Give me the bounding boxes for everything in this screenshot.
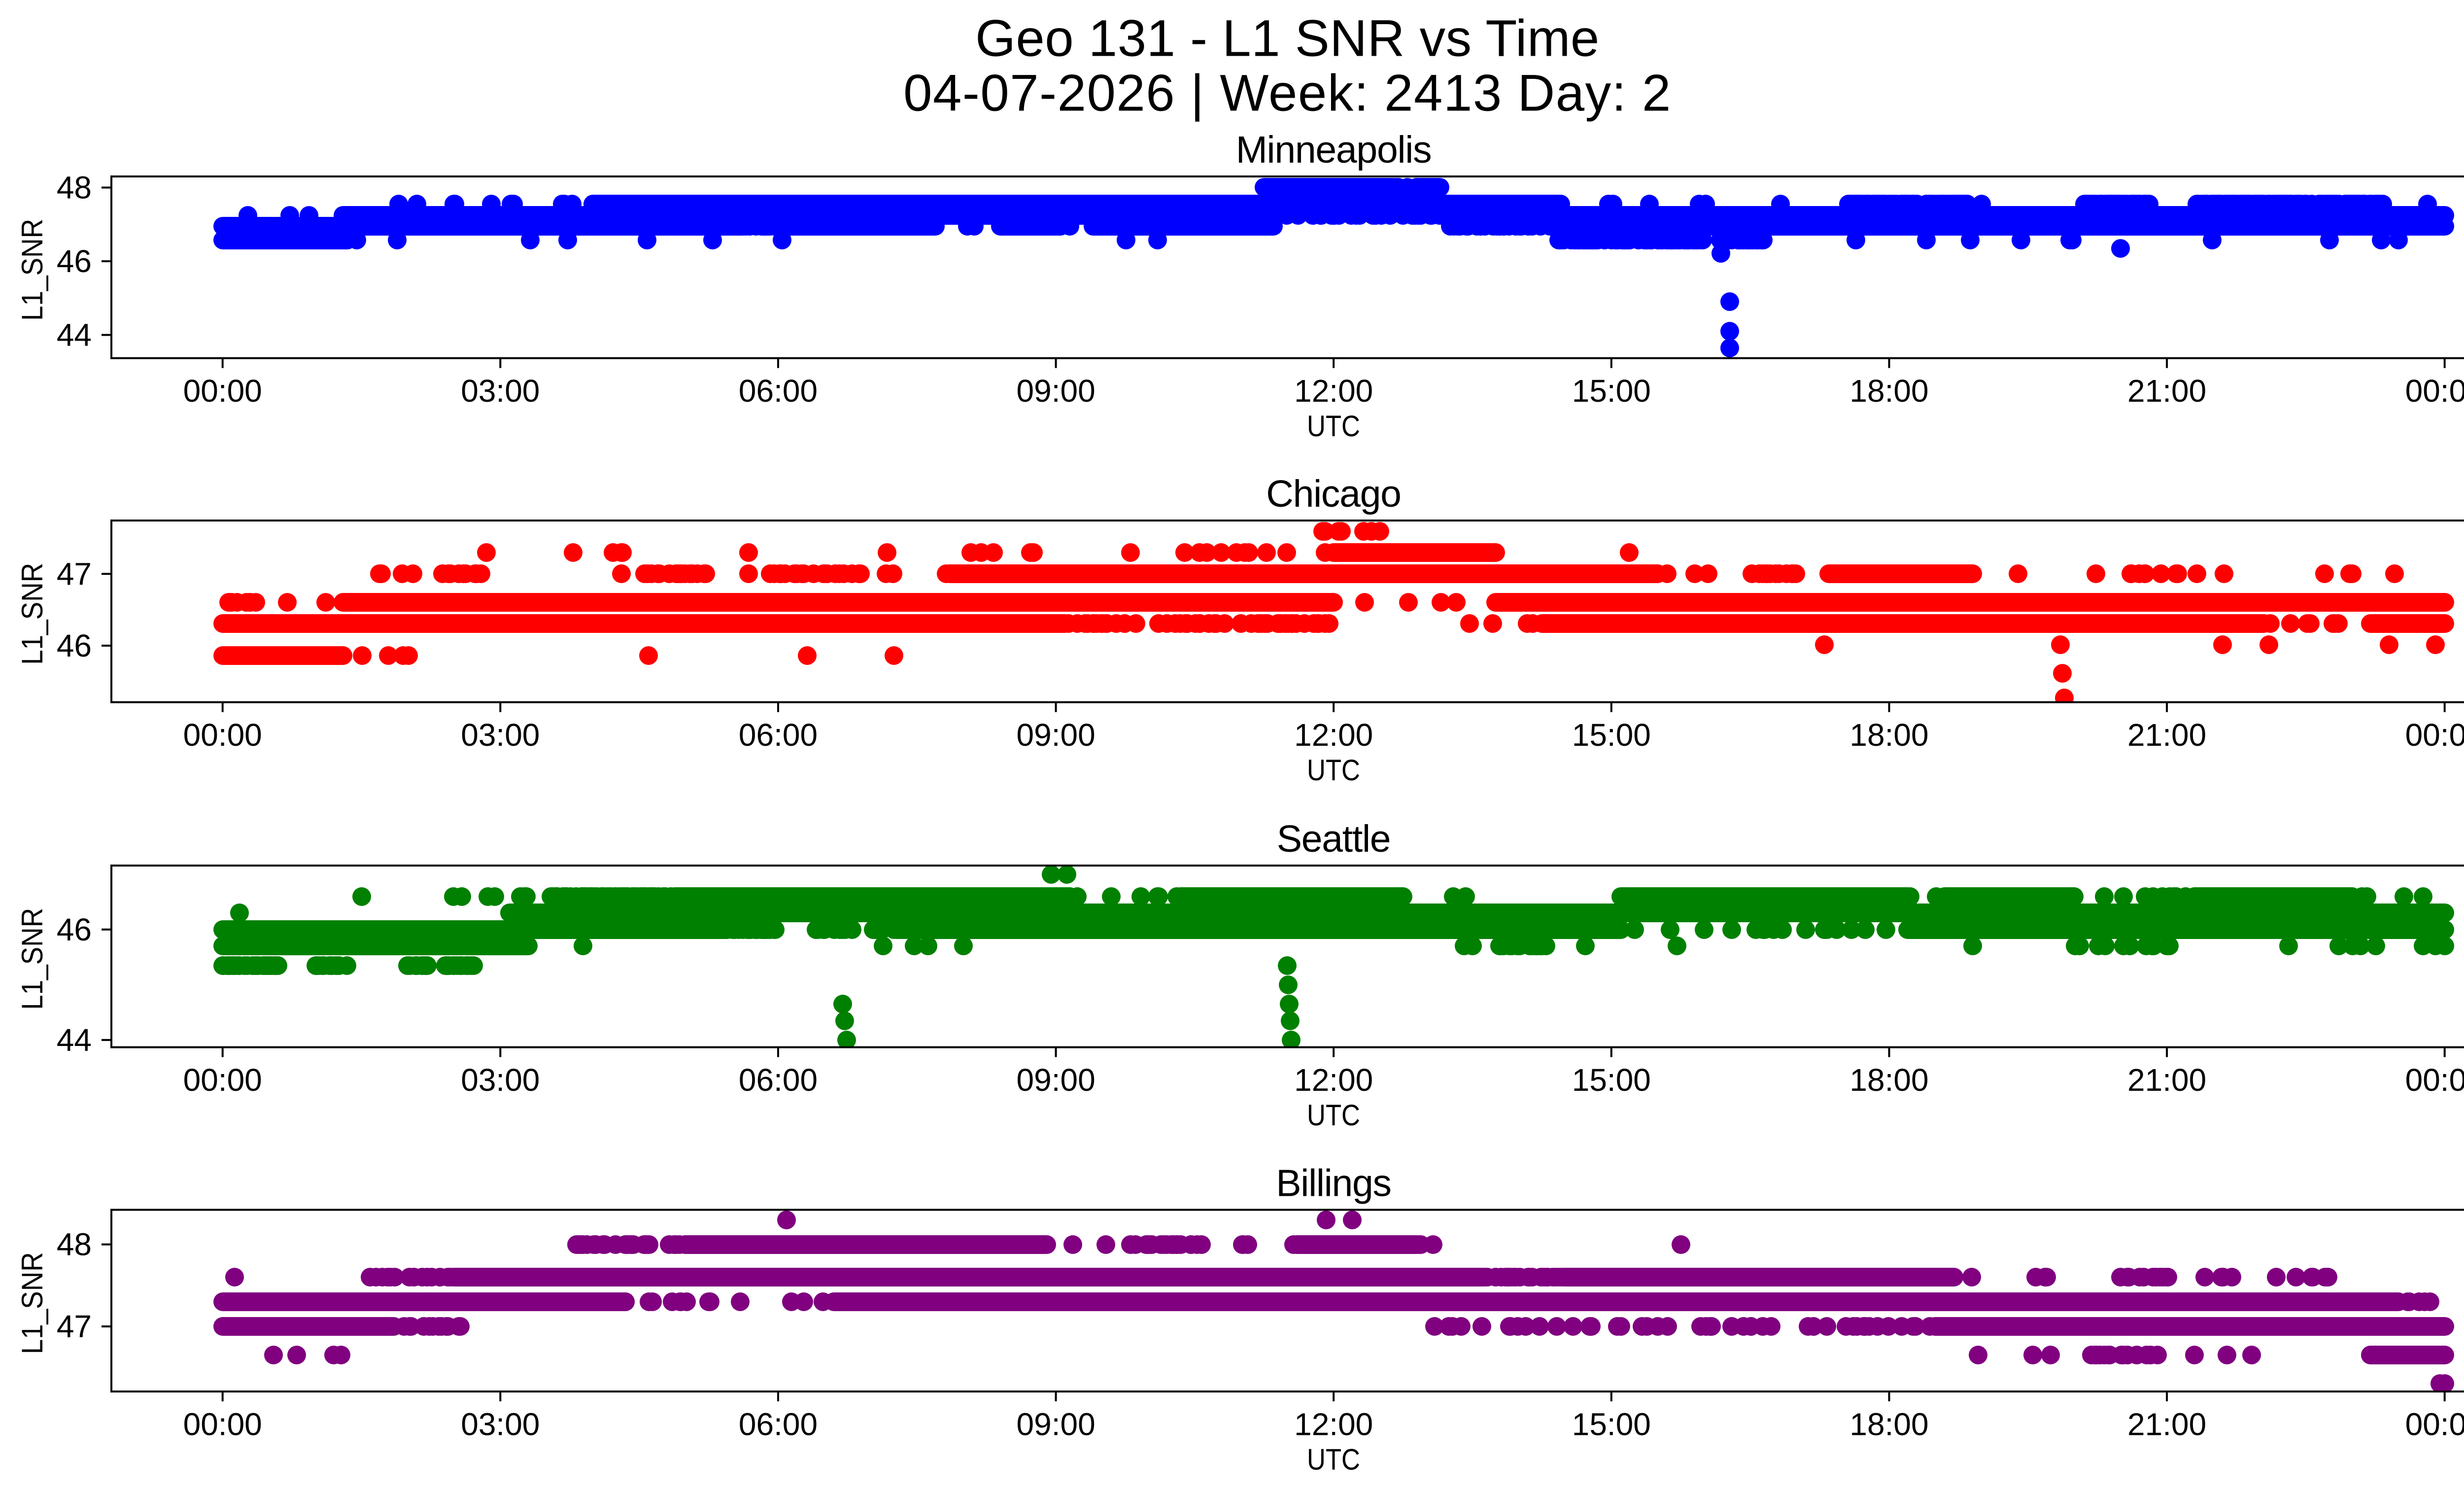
svg-text:46: 46 <box>57 912 92 947</box>
svg-text:12:00: 12:00 <box>1294 717 1373 753</box>
svg-text:00:00: 00:00 <box>2405 1406 2464 1442</box>
svg-text:12:00: 12:00 <box>1294 1062 1373 1098</box>
svg-text:00:00: 00:00 <box>2405 717 2464 753</box>
svg-text:21:00: 21:00 <box>2127 1406 2206 1442</box>
svg-text:00:00: 00:00 <box>2405 373 2464 409</box>
svg-text:12:00: 12:00 <box>1294 373 1373 409</box>
svg-text:47: 47 <box>57 556 92 591</box>
svg-text:15:00: 15:00 <box>1572 373 1651 409</box>
svg-text:09:00: 09:00 <box>1017 1406 1095 1442</box>
svg-text:15:00: 15:00 <box>1572 1406 1651 1442</box>
svg-text:09:00: 09:00 <box>1017 717 1095 753</box>
svg-text:L1_SNR: L1_SNR <box>16 908 49 1010</box>
svg-text:06:00: 06:00 <box>739 373 818 409</box>
svg-text:15:00: 15:00 <box>1572 1062 1651 1098</box>
svg-text:03:00: 03:00 <box>461 717 540 753</box>
svg-text:UTC: UTC <box>1307 1443 1360 1476</box>
svg-text:21:00: 21:00 <box>2127 1062 2206 1098</box>
svg-text:Seattle: Seattle <box>1277 818 1391 860</box>
svg-text:18:00: 18:00 <box>1849 1406 1928 1442</box>
svg-text:48: 48 <box>57 170 92 206</box>
svg-text:09:00: 09:00 <box>1017 373 1095 409</box>
svg-text:47: 47 <box>57 1309 92 1344</box>
svg-text:L1_SNR: L1_SNR <box>16 219 49 321</box>
svg-text:L1_SNR: L1_SNR <box>16 1252 49 1354</box>
svg-text:44: 44 <box>57 1022 92 1058</box>
svg-text:46: 46 <box>57 628 92 663</box>
svg-text:UTC: UTC <box>1307 754 1360 787</box>
svg-text:06:00: 06:00 <box>739 1062 818 1098</box>
svg-text:09:00: 09:00 <box>1017 1062 1095 1098</box>
svg-text:00:00: 00:00 <box>2405 1062 2464 1098</box>
svg-text:L1_SNR: L1_SNR <box>16 563 49 665</box>
svg-text:00:00: 00:00 <box>183 1406 262 1442</box>
svg-text:00:00: 00:00 <box>183 373 262 409</box>
svg-text:18:00: 18:00 <box>1849 1062 1928 1098</box>
svg-text:12:00: 12:00 <box>1294 1406 1373 1442</box>
svg-text:UTC: UTC <box>1307 1099 1360 1132</box>
svg-text:Geo 131 - L1 SNR vs Time: Geo 131 - L1 SNR vs Time <box>975 10 1600 68</box>
svg-text:03:00: 03:00 <box>461 1062 540 1098</box>
svg-text:Chicago: Chicago <box>1266 473 1401 515</box>
svg-text:21:00: 21:00 <box>2127 717 2206 753</box>
svg-text:18:00: 18:00 <box>1849 717 1928 753</box>
svg-text:18:00: 18:00 <box>1849 373 1928 409</box>
svg-text:48: 48 <box>57 1227 92 1262</box>
svg-text:00:00: 00:00 <box>183 1062 262 1098</box>
svg-text:46: 46 <box>57 243 92 279</box>
svg-text:Minneapolis: Minneapolis <box>1236 129 1432 171</box>
svg-text:04-07-2026 | Week: 2413 Day: 2: 04-07-2026 | Week: 2413 Day: 2 <box>903 64 1672 122</box>
svg-text:Billings: Billings <box>1276 1162 1391 1204</box>
svg-text:00:00: 00:00 <box>183 717 262 753</box>
svg-text:06:00: 06:00 <box>739 1406 818 1442</box>
svg-text:03:00: 03:00 <box>461 373 540 409</box>
svg-text:15:00: 15:00 <box>1572 717 1651 753</box>
svg-text:44: 44 <box>57 317 92 353</box>
svg-text:03:00: 03:00 <box>461 1406 540 1442</box>
svg-text:UTC: UTC <box>1307 410 1360 443</box>
svg-text:06:00: 06:00 <box>739 717 818 753</box>
svg-text:21:00: 21:00 <box>2127 373 2206 409</box>
